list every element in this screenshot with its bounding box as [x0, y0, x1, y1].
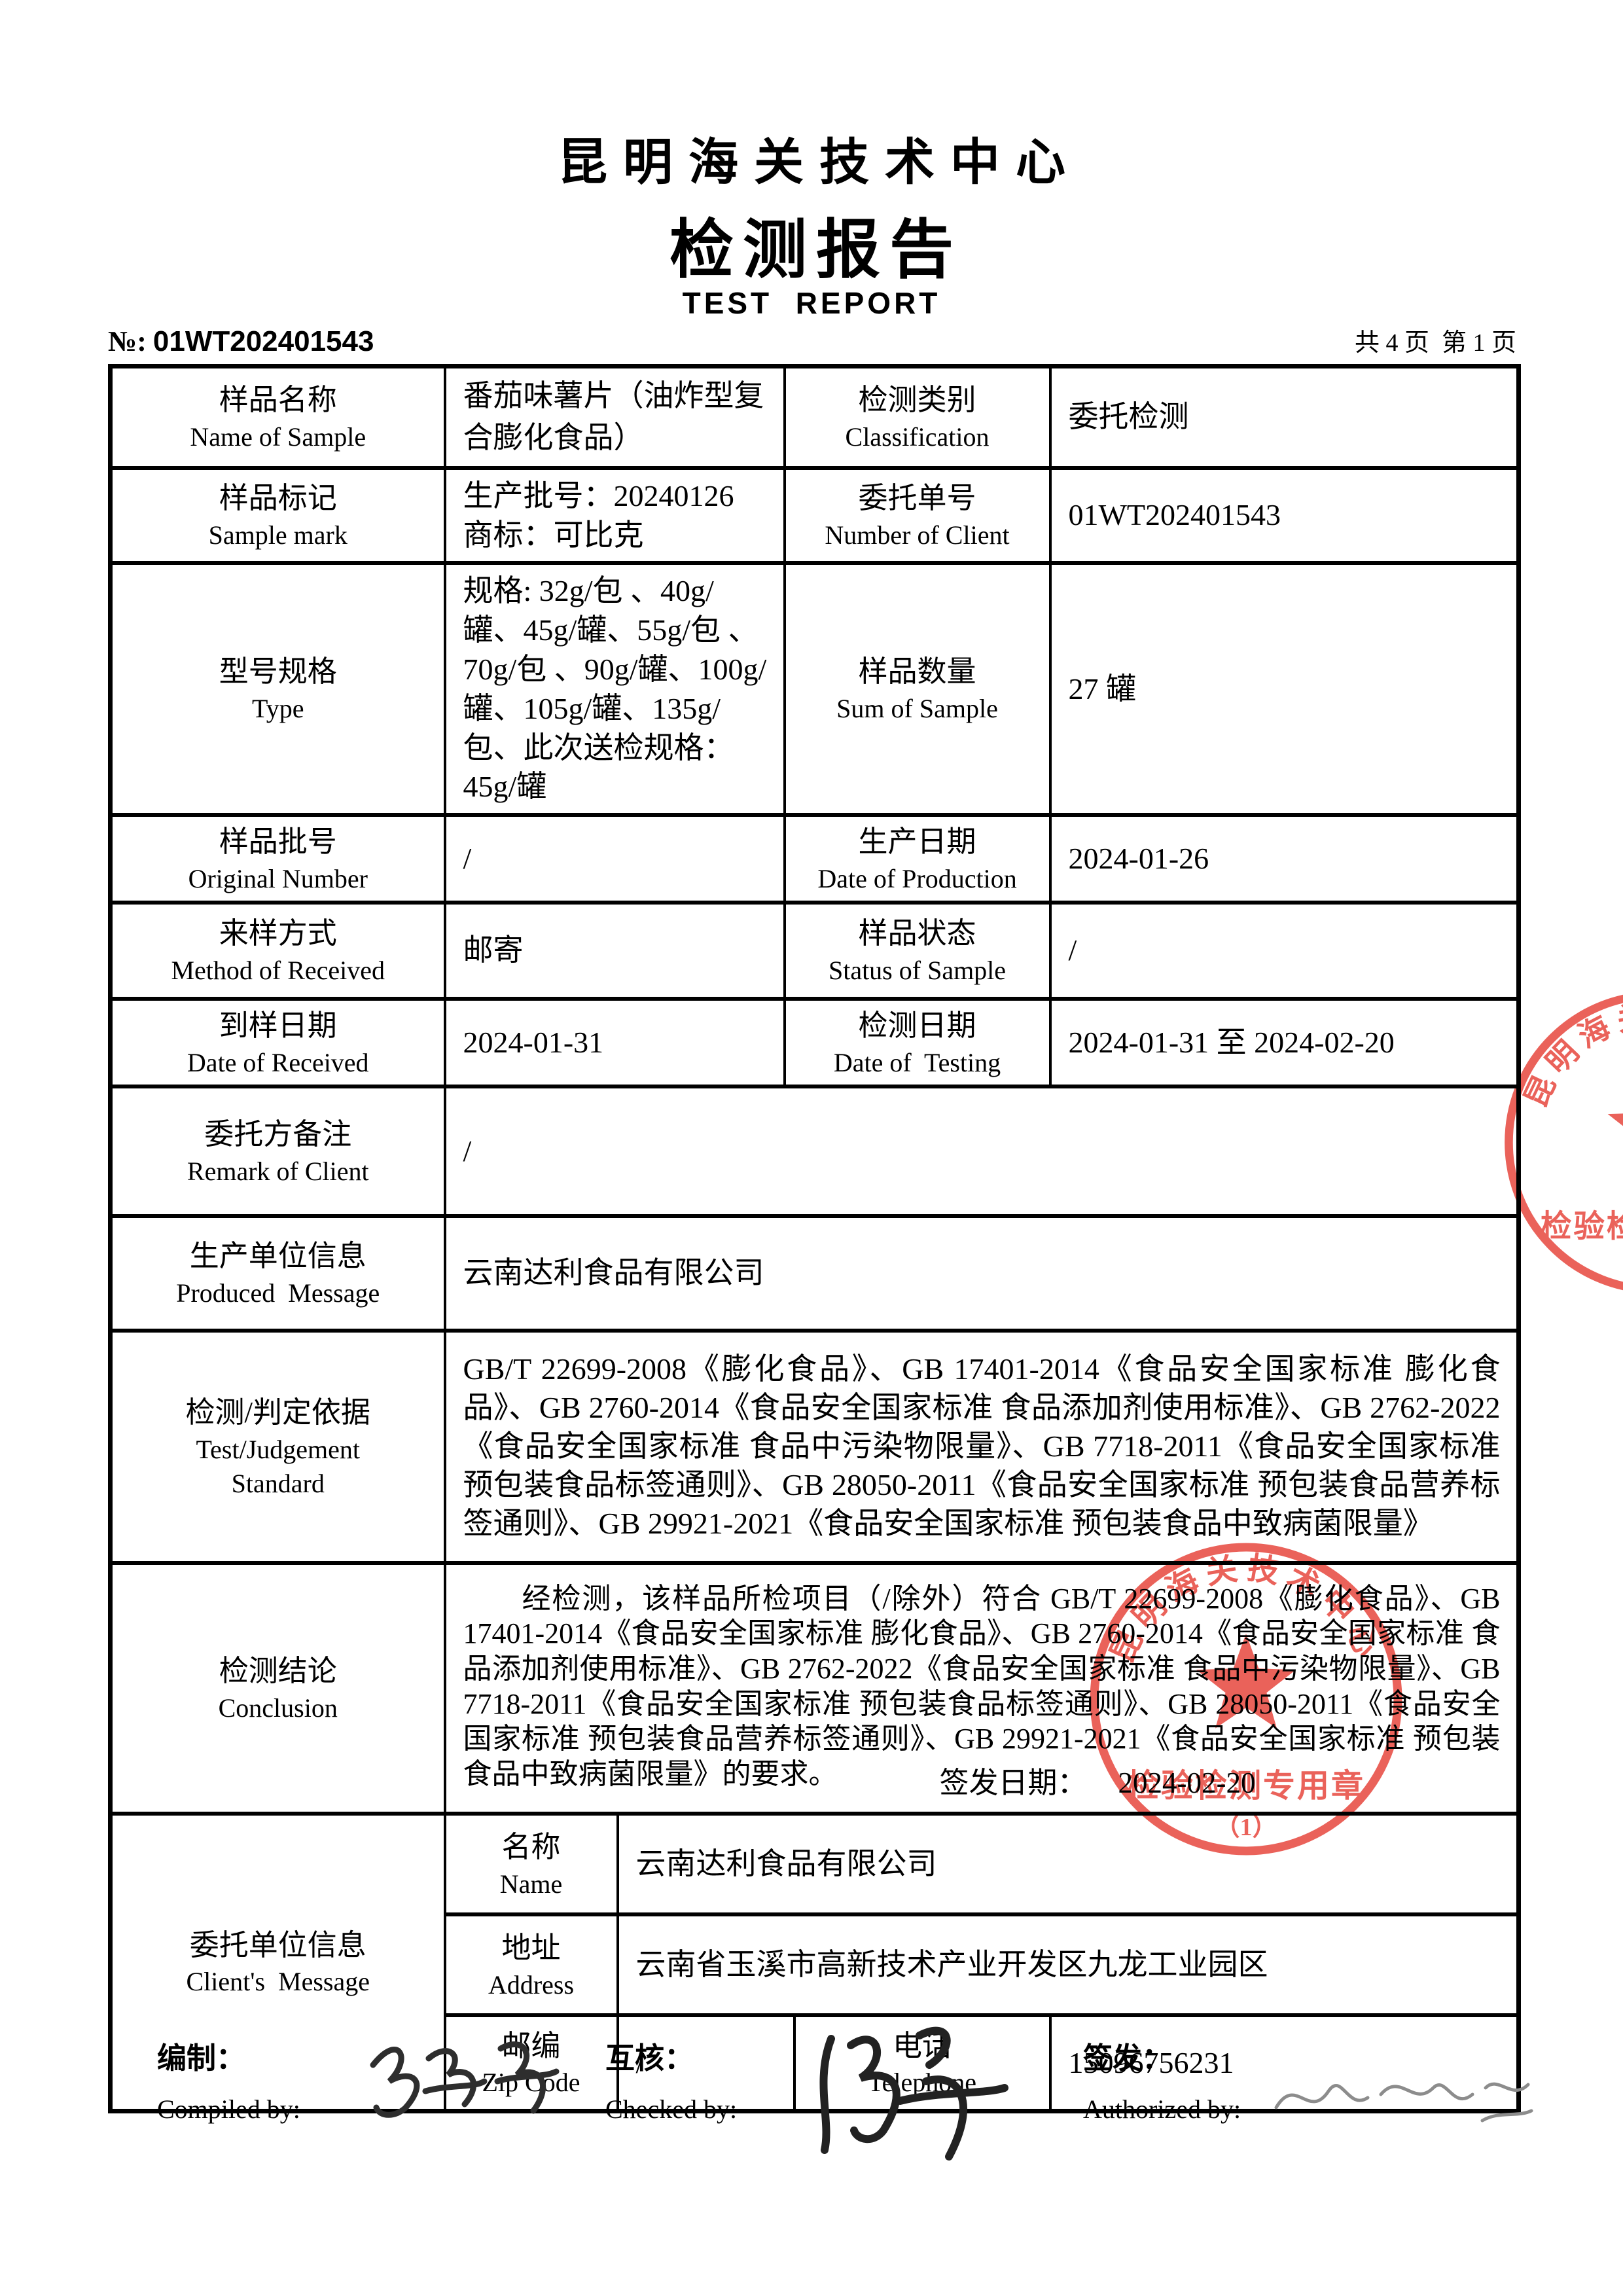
- table-row: 检测/判定依据 Test/Judgement Standard GB/T 226…: [109, 1329, 1520, 1565]
- sample-sum-value: 27 罐: [1048, 561, 1520, 817]
- compiled-label-zh: 编制：: [157, 2042, 246, 2075]
- received-method-label: 来样方式 Method of Received: [109, 901, 446, 1001]
- signature-authorized: [1266, 2049, 1535, 2147]
- client-name-label: 名称 Name: [443, 1812, 619, 1916]
- authorized-by-block: 签发： Authorized by:: [1083, 2034, 1241, 2125]
- telephone-value: 15096756231: [1048, 2013, 1520, 2113]
- client-address-value: 云南省玉溪市高新技术产业开发区九龙工业园区: [616, 1912, 1520, 2017]
- org-title: 昆明海关技术中心: [558, 135, 1081, 190]
- signature-compiled: [350, 2019, 566, 2163]
- sample-name-value: 番茄味薯片（油炸型复合膨化食品）: [443, 365, 786, 469]
- seal-ring: [1505, 994, 1623, 1291]
- table-row: 地址 Address 云南省玉溪市高新技术产业开发区九龙工业园区: [111, 1912, 1520, 2017]
- producer-info-label: 生产单位信息 Produced Message: [109, 1214, 446, 1333]
- conclusion-label: 检测结论 Conclusion: [109, 1561, 446, 1816]
- authorized-label-zh: 签发：: [1083, 2042, 1172, 2075]
- seal-ring: [1090, 1543, 1402, 1856]
- conclusion-text: 经检测，该样品所检项目（/除外）符合 GB/T 22699-2008《膨化食品》…: [463, 1582, 1501, 1791]
- conclusion-value: 经检测，该样品所检项目（/除外）符合 GB/T 22699-2008《膨化食品》…: [443, 1561, 1520, 1816]
- report-title: 检测报告: [669, 215, 963, 286]
- producer-info-value: 云南达利食品有限公司: [443, 1214, 1520, 1333]
- original-number-label: 样品批号 Original Number: [109, 813, 446, 905]
- compiled-label-en: Compiled by:: [157, 2094, 300, 2124]
- sign-date-value: 2024-02-20: [1118, 1766, 1256, 1799]
- page-count: 共 4 页 第 1 页: [1354, 329, 1516, 357]
- zip-code-value: /: [616, 2013, 796, 2113]
- client-number-value: 01WT202401543: [1048, 465, 1520, 565]
- received-date-value: 2024-01-31: [443, 997, 786, 1088]
- sample-name-label: 样品名称 Name of Sample: [109, 365, 446, 469]
- table-row: 委托单位信息 Client's Message 名称 Name 云南达利食品有限…: [109, 1812, 1520, 2113]
- table-row: 委托方备注 Remark of Client /: [109, 1085, 1520, 1218]
- type-label: 型号规格 Type: [109, 561, 446, 817]
- table-row: 样品批号 Original Number / 生产日期 Date of Prod…: [109, 813, 1520, 905]
- sample-status-value: /: [1048, 901, 1520, 1001]
- report-table: 样品名称 Name of Sample 番茄味薯片（油炸型复合膨化食品） 检测类…: [108, 364, 1521, 2113]
- test-standard-value: GB/T 22699-2008《膨化食品》、GB 17401-2014《食品安全…: [443, 1329, 1520, 1565]
- table-row: 检测结论 Conclusion 经检测，该样品所检项目（/除外）符合 GB/T …: [109, 1561, 1520, 1816]
- signature-checked: [795, 2009, 1024, 2170]
- sample-mark-value: 生产批号：20240126 商标：可比克: [443, 465, 786, 565]
- client-name-value: 云南达利食品有限公司: [616, 1812, 1520, 1916]
- table-row: 来样方式 Method of Received 邮寄 样品状态 Status o…: [109, 901, 1520, 1001]
- original-number-value: /: [443, 813, 786, 905]
- table-row: 邮编 Zip Code / 电话 Telephone 15096756231: [111, 2013, 1520, 2113]
- testing-date-label: 检测日期 Date of Testing: [783, 997, 1052, 1088]
- report-no-value: 01WT202401543: [152, 325, 374, 357]
- client-number-label: 委托单号 Number of Client: [783, 465, 1052, 565]
- sample-mark-label: 样品标记 Sample mark: [109, 465, 446, 565]
- checked-label-en: Checked by:: [605, 2094, 738, 2124]
- client-address-label: 地址 Address: [443, 1912, 619, 2017]
- received-method-value: 邮寄: [443, 901, 786, 1001]
- production-date-label: 生产日期 Date of Production: [783, 813, 1052, 905]
- authorized-label-en: Authorized by:: [1083, 2094, 1241, 2124]
- client-remark-label: 委托方备注 Remark of Client: [109, 1085, 446, 1218]
- sign-date-line: 签发日期： 2024-02-20: [940, 1759, 1256, 1801]
- seal-line2: （1）: [1215, 1814, 1277, 1841]
- type-value: 规格: 32g/包 、40g/罐、45g/罐、55g/包 、70g/包 、90g…: [443, 561, 786, 817]
- table-row: 样品标记 Sample mark 生产批号：20240126 商标：可比克 委托…: [109, 465, 1520, 565]
- client-info-label: 委托单位信息 Client's Message: [109, 1812, 446, 2113]
- compiled-by-block: 编制： Compiled by:: [157, 2034, 300, 2125]
- report-number: №: 01WT202401543: [108, 325, 374, 358]
- table-row: 到样日期 Date of Received 2024-01-31 检测日期 Da…: [109, 997, 1520, 1088]
- test-standard-label: 检测/判定依据 Test/Judgement Standard: [109, 1329, 446, 1565]
- checked-label-zh: 互核：: [605, 2042, 694, 2075]
- report-no-label: №:: [108, 325, 147, 357]
- seal-line1: 检验检测专用章: [1127, 1768, 1365, 1804]
- classification-label: 检测类别 Classification: [783, 365, 1052, 469]
- client-remark-value: /: [443, 1085, 1520, 1218]
- telephone-label: 电话 Telephone: [793, 2013, 1052, 2113]
- official-seal: 昆明海关技术中心 检验检测专用章 （1）: [1082, 1535, 1410, 1863]
- sample-sum-label: 样品数量 Sum of Sample: [783, 561, 1052, 817]
- received-date-label: 到样日期 Date of Received: [109, 997, 446, 1088]
- checked-by-block: 互核： Checked by:: [605, 2034, 737, 2125]
- sample-status-label: 样品状态 Status of Sample: [783, 901, 1052, 1001]
- table-row: 型号规格 Type 规格: 32g/包 、40g/罐、45g/罐、55g/包 、…: [109, 561, 1520, 817]
- star-icon: [1196, 1634, 1296, 1729]
- sign-date-label: 签发日期：: [939, 1766, 1087, 1799]
- seal-line1: 检验检测专用章: [1541, 1209, 1623, 1244]
- classification-value: 委托检测: [1048, 365, 1520, 469]
- table-row: 样品名称 Name of Sample 番茄味薯片（油炸型复合膨化食品） 检测类…: [109, 365, 1520, 469]
- edge-seal: 昆明海关技术中心 检验检测专用章 （1）: [1497, 984, 1623, 1301]
- production-date-value: 2024-01-26: [1048, 813, 1520, 905]
- star-icon: [1607, 1113, 1623, 1126]
- report-number-line: №: 01WT202401543 共 4 页 第 1 页: [108, 322, 1516, 358]
- testing-date-value: 2024-01-31 至 2024-02-20: [1048, 997, 1520, 1088]
- table-row: 生产单位信息 Produced Message 云南达利食品有限公司: [109, 1214, 1520, 1333]
- report-title-en: TEST REPORT: [682, 286, 941, 320]
